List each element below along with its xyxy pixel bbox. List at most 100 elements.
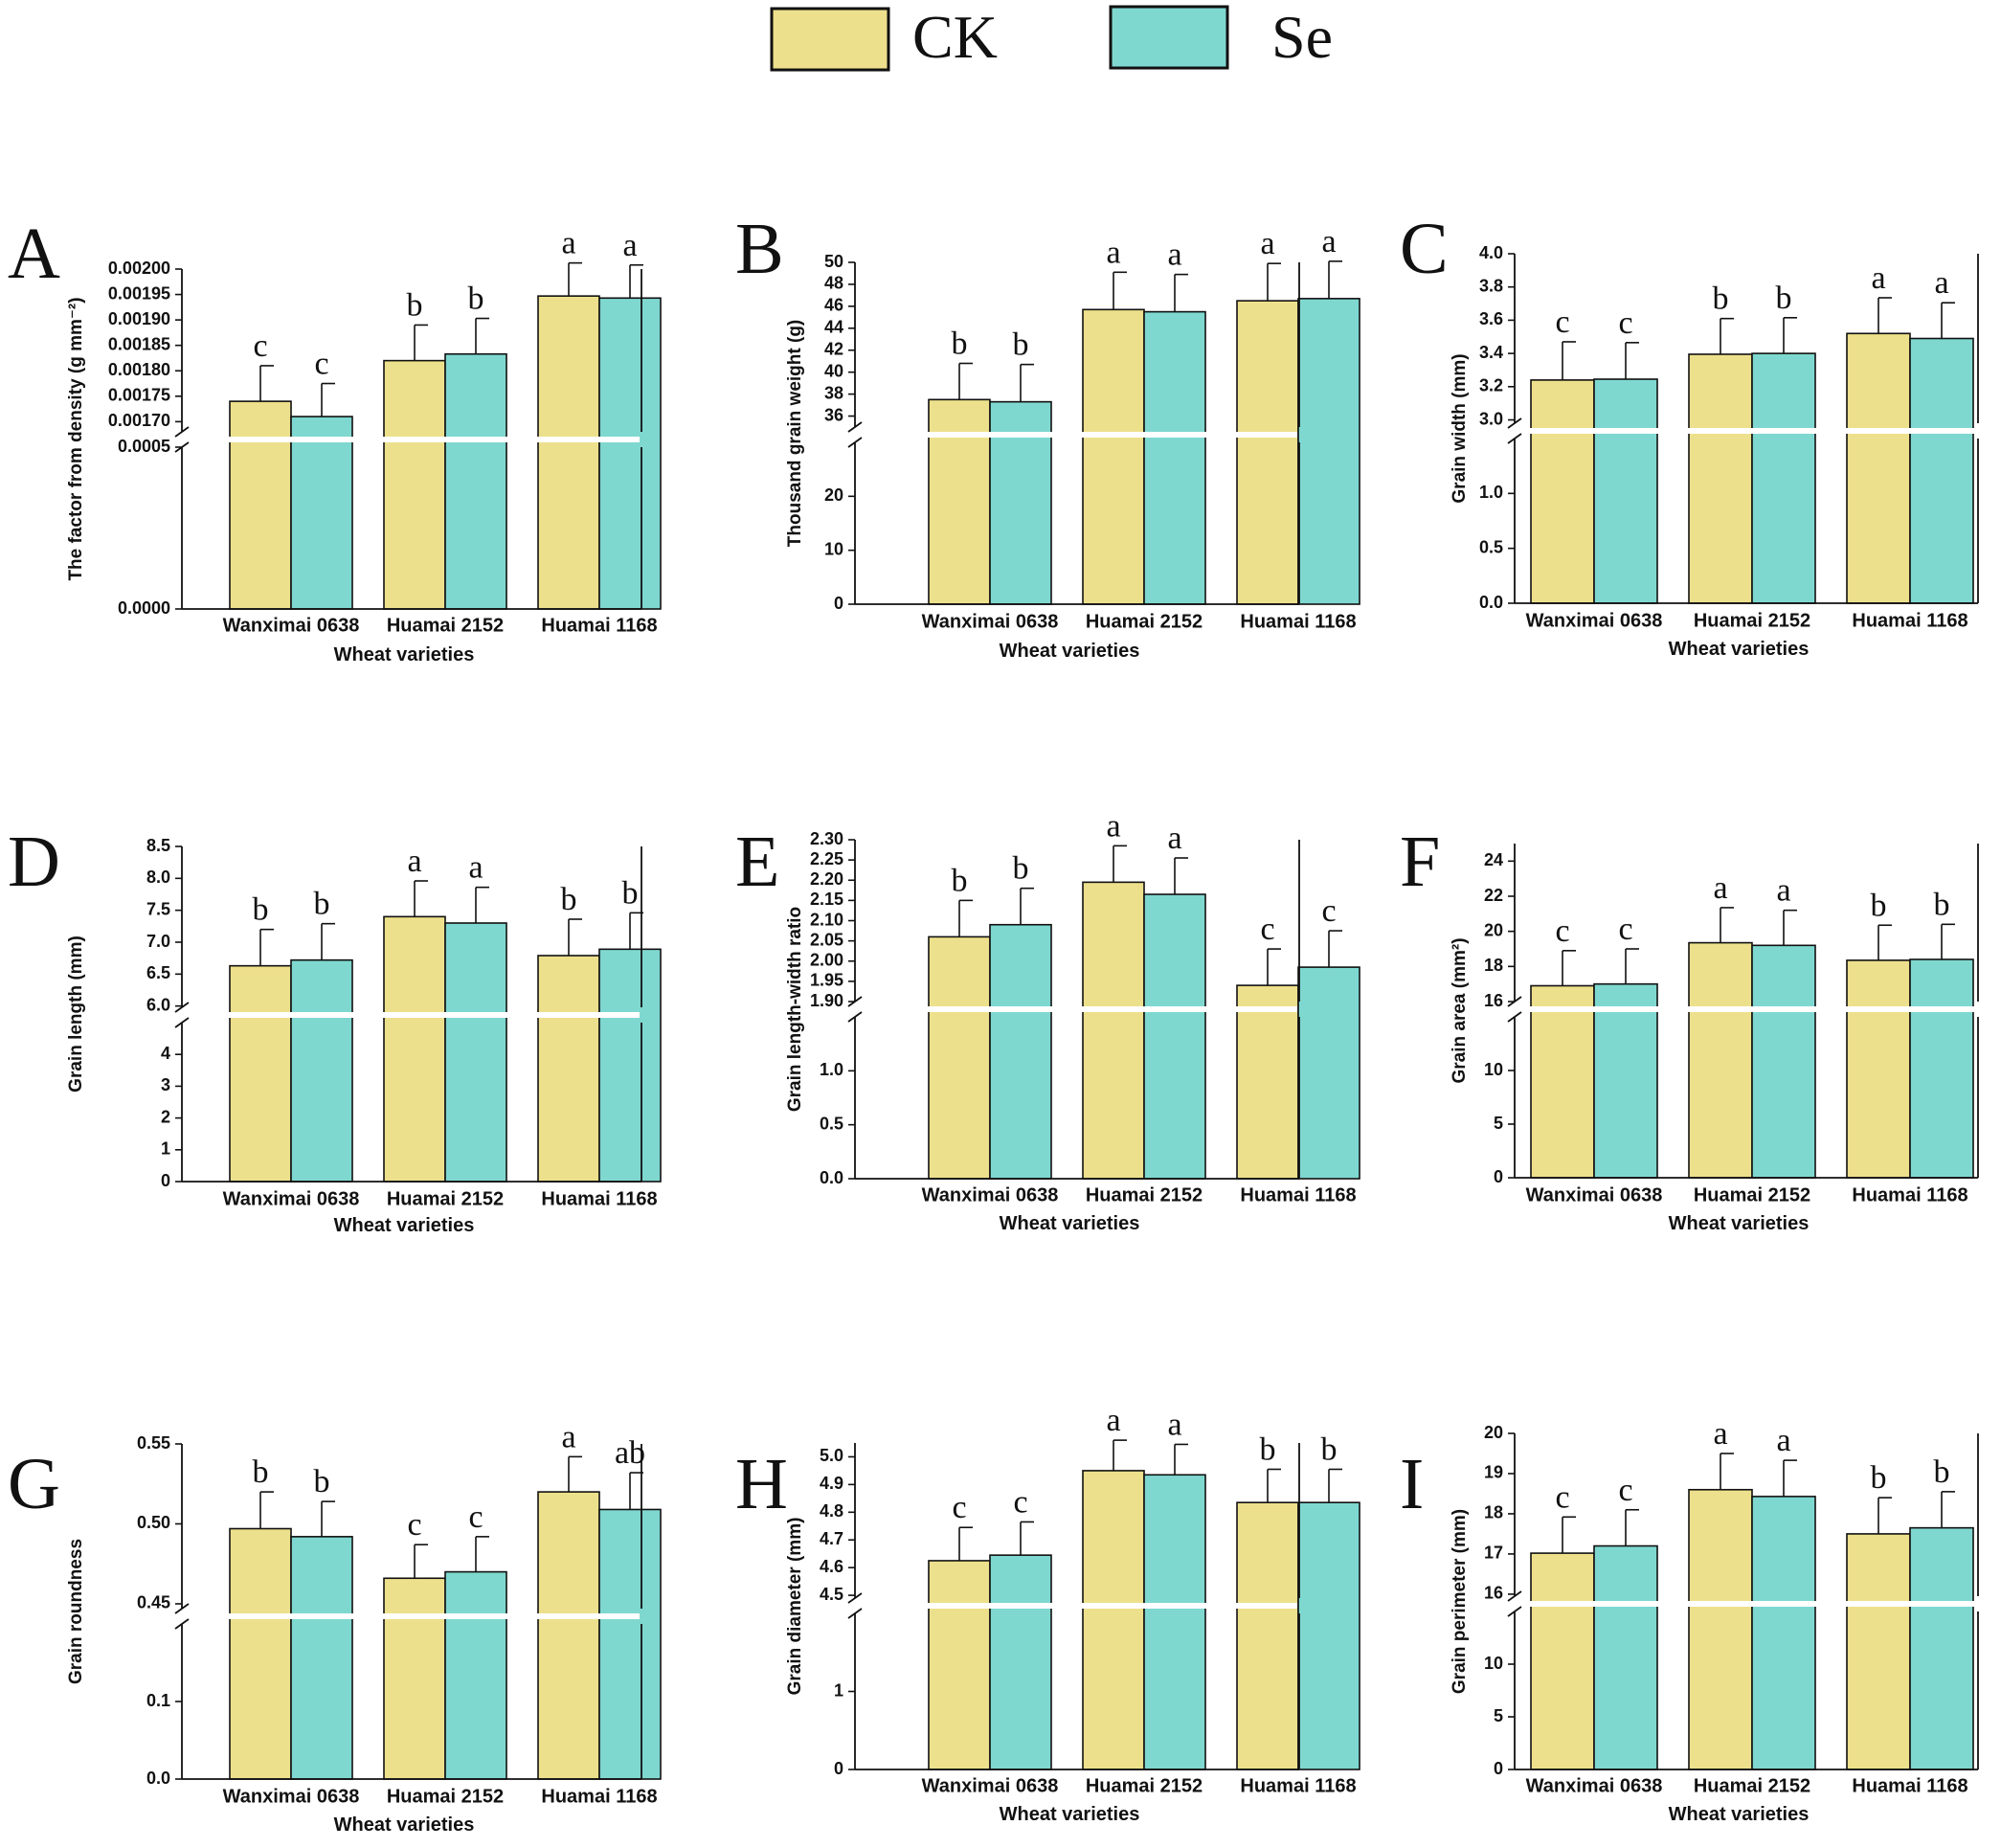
y-tick-label-upper-a-1: 0.00175 [108, 386, 170, 405]
bar-d-ck-2 [383, 915, 446, 1183]
y-tick-label-upper-b-2: 40 [824, 361, 843, 380]
legend-label-se: Se [1271, 3, 1333, 71]
y-tick-label-upper-d-1: 6.5 [146, 963, 170, 982]
axis-break-mark-c [1507, 417, 1522, 444]
x-tick-label-g-2: Huamai 2152 [387, 1786, 504, 1807]
sig-letter-e-se-1: b [1013, 851, 1029, 887]
y-tick-label-upper-e-1: 1.95 [810, 971, 843, 990]
x-tick-label-b-2: Huamai 2152 [1086, 611, 1203, 632]
panel-c: Cc c Wanximai 0638 b b Huamai 2152 a a Huamai 11… [1400, 209, 1979, 660]
x-tick-label-b-1: Wanximai 0638 [922, 611, 1059, 632]
y-tick-label-upper-e-3: 2.05 [810, 930, 843, 949]
y-tick-label-upper-a-2: 0.00180 [108, 360, 170, 379]
y-tick-label-upper-b-3: 42 [824, 339, 843, 358]
bar-h-ck-1 [928, 1560, 991, 1770]
y-tick-label-upper-a-6: 0.00200 [108, 259, 170, 278]
bar-b-ck-3 [1236, 300, 1299, 605]
axis-break-band-i [1517, 1601, 1976, 1607]
bar-g-ck-2 [383, 1577, 446, 1780]
bar-b-ck-1 [928, 398, 991, 605]
x-tick-label-f-3: Huamai 1168 [1852, 1184, 1967, 1206]
bar-e-se-2 [1143, 893, 1206, 1180]
bar-g-ck-1 [229, 1527, 292, 1780]
bar-h-ck-3 [1236, 1501, 1299, 1770]
y-tick-label-upper-i-4: 20 [1484, 1423, 1503, 1442]
y-tick-label-lower-g-0: 0.0 [146, 1769, 170, 1788]
legend: CK Se [770, 3, 1333, 72]
sig-letter-e-se-3: c [1321, 893, 1336, 929]
y-tick-label-upper-e-8: 2.30 [810, 829, 843, 848]
sig-letter-g-se-2: c [468, 1499, 483, 1535]
bar-h-se-1 [989, 1554, 1052, 1770]
axis-break-band-d [184, 1012, 640, 1018]
panel-letter-c: C [1400, 209, 1449, 289]
y-tick-label-upper-d-3: 7.5 [146, 899, 170, 918]
panel-letter-f: F [1400, 822, 1440, 902]
x-tick-label-h-3: Huamai 1168 [1240, 1775, 1356, 1796]
sig-letter-g-ck-1: b [253, 1454, 269, 1490]
y-tick-label-upper-h-3: 4.8 [820, 1501, 843, 1521]
y-tick-label-upper-i-2: 18 [1484, 1503, 1503, 1522]
x-axis-title-g: Wheat varieties [334, 1814, 475, 1836]
legend-swatch-ck [770, 7, 890, 72]
sig-letter-c-se-1: c [1618, 305, 1632, 341]
sig-letter-f-se-3: b [1934, 887, 1950, 922]
axis-break-band-f [1517, 1006, 1976, 1012]
y-tick-label-upper-c-3: 3.6 [1479, 309, 1503, 328]
y-axis-title-b: Thousand grain weight (g) [785, 320, 805, 547]
sig-letter-b-ck-3: a [1260, 226, 1274, 261]
y-tick-label-upper-g-2: 0.55 [137, 1433, 170, 1453]
x-tick-label-h-1: Wanximai 0638 [922, 1775, 1059, 1796]
y-tick-label-upper-f-3: 22 [1484, 886, 1503, 905]
bar-d-se-2 [444, 922, 507, 1183]
y-tick-label-upper-b-1: 38 [824, 383, 843, 402]
bar-a-ck-3 [537, 295, 600, 610]
x-tick-label-e-2: Huamai 2152 [1086, 1184, 1203, 1206]
y-tick-label-lower-h-1: 1 [834, 1680, 843, 1700]
sig-letter-b-se-2: a [1167, 237, 1181, 273]
bar-i-ck-3 [1846, 1533, 1911, 1770]
bar-c-ck-1 [1530, 379, 1595, 604]
x-tick-label-c-2: Huamai 2152 [1694, 610, 1810, 631]
y-axis-title-e: Grain length-width ratio [785, 907, 805, 1112]
sig-letter-a-se-3: a [622, 228, 637, 263]
x-axis-title-d: Wheat varieties [334, 1215, 475, 1236]
bar-d-se-3 [598, 948, 662, 1183]
y-tick-label-upper-e-2: 2.00 [810, 951, 843, 970]
bar-a-se-2 [444, 352, 507, 610]
sig-letter-e-se-2: a [1167, 821, 1181, 856]
axis-break-mark-d [174, 1002, 190, 1028]
sig-letter-d-ck-2: a [407, 844, 421, 879]
bar-f-se-2 [1751, 944, 1816, 1179]
bar-g-se-2 [444, 1570, 507, 1780]
bar-e-ck-3 [1236, 984, 1299, 1180]
x-tick-label-g-3: Huamai 1168 [541, 1786, 657, 1807]
bar-e-ck-1 [928, 935, 991, 1180]
y-tick-label-upper-i-3: 19 [1484, 1463, 1503, 1482]
y-tick-label-lower-c-1: 0.5 [1479, 537, 1503, 556]
x-tick-label-d-3: Huamai 1168 [541, 1188, 657, 1209]
y-tick-label-upper-b-7: 50 [824, 252, 843, 271]
y-tick-label-upper-i-0: 16 [1484, 1584, 1503, 1603]
y-tick-label-upper-d-0: 6.0 [146, 995, 170, 1014]
bar-b-ck-2 [1082, 308, 1145, 605]
y-tick-label-lower-c-2: 1.0 [1479, 483, 1503, 502]
y-axis-title-g: Grain roundness [66, 1539, 86, 1684]
sig-letter-e-ck-1: b [952, 863, 968, 898]
x-tick-label-c-1: Wanximai 0638 [1526, 610, 1663, 631]
bar-a-ck-1 [229, 400, 292, 610]
sig-letter-f-ck-1: c [1555, 913, 1569, 949]
bar-g-se-1 [290, 1536, 353, 1780]
x-tick-label-c-3: Huamai 1168 [1852, 610, 1967, 631]
y-tick-label-upper-a-4: 0.00190 [108, 309, 170, 328]
y-tick-label-upper-f-1: 18 [1484, 956, 1503, 975]
x-tick-label-h-2: Huamai 2152 [1086, 1775, 1203, 1796]
y-tick-label-lower-d-0: 0 [161, 1171, 170, 1190]
y-tick-label-upper-g-1: 0.50 [137, 1513, 170, 1532]
y-tick-label-upper-h-5: 5.0 [820, 1446, 843, 1465]
bar-f-se-1 [1593, 982, 1658, 1179]
bar-i-ck-1 [1530, 1552, 1595, 1770]
y-tick-label-lower-e-2: 1.0 [820, 1060, 843, 1079]
y-tick-label-lower-i-2: 10 [1484, 1654, 1503, 1673]
